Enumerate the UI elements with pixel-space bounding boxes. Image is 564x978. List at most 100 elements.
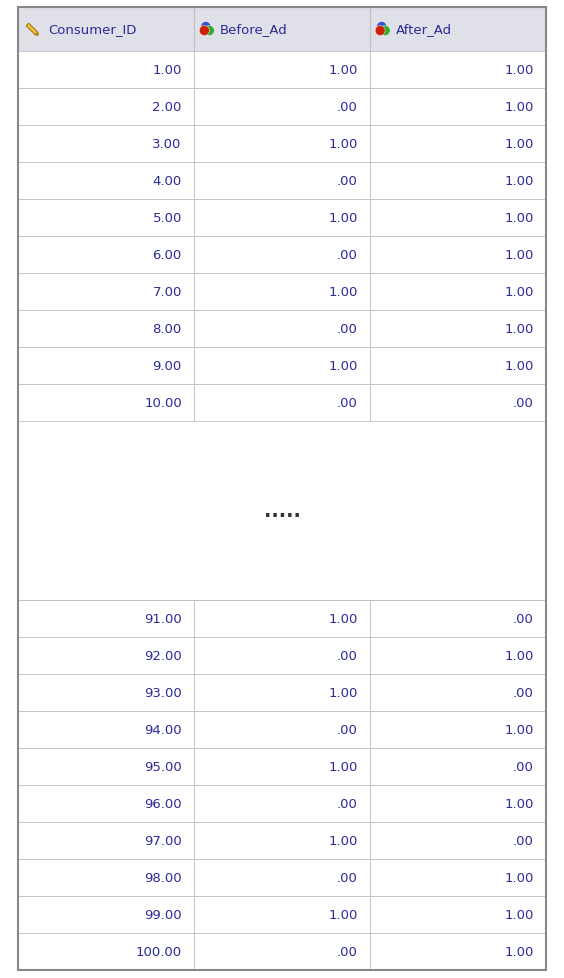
FancyBboxPatch shape <box>18 859 194 896</box>
FancyBboxPatch shape <box>369 600 546 638</box>
FancyBboxPatch shape <box>369 200 546 237</box>
FancyBboxPatch shape <box>194 896 369 933</box>
FancyBboxPatch shape <box>18 8 194 52</box>
Circle shape <box>201 22 211 32</box>
FancyBboxPatch shape <box>194 237 369 274</box>
FancyBboxPatch shape <box>194 311 369 347</box>
Text: 4.00: 4.00 <box>153 175 182 188</box>
FancyBboxPatch shape <box>369 896 546 933</box>
Text: .00: .00 <box>337 649 358 662</box>
Text: .00: .00 <box>513 397 534 410</box>
Text: 1.00: 1.00 <box>328 138 358 151</box>
Text: 96.00: 96.00 <box>144 797 182 810</box>
FancyBboxPatch shape <box>18 600 194 638</box>
FancyBboxPatch shape <box>18 896 194 933</box>
FancyBboxPatch shape <box>18 274 194 311</box>
Text: 1.00: 1.00 <box>505 945 534 958</box>
Text: .00: .00 <box>337 945 358 958</box>
FancyBboxPatch shape <box>369 311 546 347</box>
Text: .00: .00 <box>337 397 358 410</box>
Text: 1.00: 1.00 <box>505 286 534 298</box>
Text: After_Ad: After_Ad <box>396 23 452 36</box>
Circle shape <box>380 26 390 36</box>
Text: 95.00: 95.00 <box>144 760 182 774</box>
Text: .00: .00 <box>513 834 534 847</box>
FancyBboxPatch shape <box>194 200 369 237</box>
Text: .00: .00 <box>337 175 358 188</box>
FancyBboxPatch shape <box>194 162 369 200</box>
FancyBboxPatch shape <box>194 674 369 711</box>
Text: 1.00: 1.00 <box>328 612 358 625</box>
FancyBboxPatch shape <box>194 126 369 162</box>
FancyBboxPatch shape <box>18 748 194 785</box>
FancyBboxPatch shape <box>369 89 546 126</box>
FancyBboxPatch shape <box>18 822 194 859</box>
Circle shape <box>377 22 387 32</box>
Text: 1.00: 1.00 <box>505 871 534 884</box>
Text: 1.00: 1.00 <box>505 360 534 373</box>
Text: 1.00: 1.00 <box>505 212 534 225</box>
Text: 97.00: 97.00 <box>144 834 182 847</box>
Text: 1.00: 1.00 <box>505 724 534 736</box>
Text: .00: .00 <box>337 724 358 736</box>
Text: 1.00: 1.00 <box>328 360 358 373</box>
Text: .....: ..... <box>263 502 301 520</box>
Circle shape <box>375 26 385 36</box>
FancyBboxPatch shape <box>194 748 369 785</box>
Polygon shape <box>26 24 38 36</box>
FancyBboxPatch shape <box>194 600 369 638</box>
Text: 8.00: 8.00 <box>153 323 182 335</box>
FancyBboxPatch shape <box>194 711 369 748</box>
FancyBboxPatch shape <box>194 384 369 422</box>
FancyBboxPatch shape <box>194 8 369 52</box>
Text: 9.00: 9.00 <box>153 360 182 373</box>
FancyBboxPatch shape <box>369 162 546 200</box>
Text: 1.00: 1.00 <box>505 175 534 188</box>
FancyBboxPatch shape <box>369 748 546 785</box>
FancyBboxPatch shape <box>18 785 194 822</box>
Text: 100.00: 100.00 <box>136 945 182 958</box>
Text: 1.00: 1.00 <box>328 908 358 921</box>
Polygon shape <box>36 33 38 36</box>
Text: 1.00: 1.00 <box>505 64 534 77</box>
Text: 1.00: 1.00 <box>328 687 358 699</box>
Text: 1.00: 1.00 <box>152 64 182 77</box>
Text: 1.00: 1.00 <box>505 908 534 921</box>
Text: Consumer_ID: Consumer_ID <box>48 23 136 36</box>
FancyBboxPatch shape <box>18 237 194 274</box>
FancyBboxPatch shape <box>194 274 369 311</box>
FancyBboxPatch shape <box>18 52 194 89</box>
FancyBboxPatch shape <box>194 638 369 674</box>
Text: 1.00: 1.00 <box>505 649 534 662</box>
Text: 1.00: 1.00 <box>505 101 534 113</box>
Text: 1.00: 1.00 <box>328 760 358 774</box>
Text: 6.00: 6.00 <box>153 248 182 262</box>
FancyBboxPatch shape <box>18 711 194 748</box>
Text: .00: .00 <box>513 687 534 699</box>
Circle shape <box>199 26 209 36</box>
FancyBboxPatch shape <box>369 785 546 822</box>
FancyBboxPatch shape <box>369 822 546 859</box>
FancyBboxPatch shape <box>369 933 546 970</box>
Text: .00: .00 <box>337 323 358 335</box>
FancyBboxPatch shape <box>369 384 546 422</box>
Text: .00: .00 <box>337 101 358 113</box>
FancyBboxPatch shape <box>369 274 546 311</box>
Text: 7.00: 7.00 <box>152 286 182 298</box>
FancyBboxPatch shape <box>18 933 194 970</box>
FancyBboxPatch shape <box>18 638 194 674</box>
FancyBboxPatch shape <box>194 822 369 859</box>
Text: 93.00: 93.00 <box>144 687 182 699</box>
Text: 1.00: 1.00 <box>328 286 358 298</box>
FancyBboxPatch shape <box>18 89 194 126</box>
FancyBboxPatch shape <box>18 347 194 384</box>
Text: .00: .00 <box>513 612 534 625</box>
FancyBboxPatch shape <box>369 674 546 711</box>
Text: .00: .00 <box>513 760 534 774</box>
FancyBboxPatch shape <box>194 785 369 822</box>
Text: 99.00: 99.00 <box>144 908 182 921</box>
FancyBboxPatch shape <box>369 237 546 274</box>
Text: 3.00: 3.00 <box>152 138 182 151</box>
Text: 92.00: 92.00 <box>144 649 182 662</box>
Text: 1.00: 1.00 <box>505 138 534 151</box>
